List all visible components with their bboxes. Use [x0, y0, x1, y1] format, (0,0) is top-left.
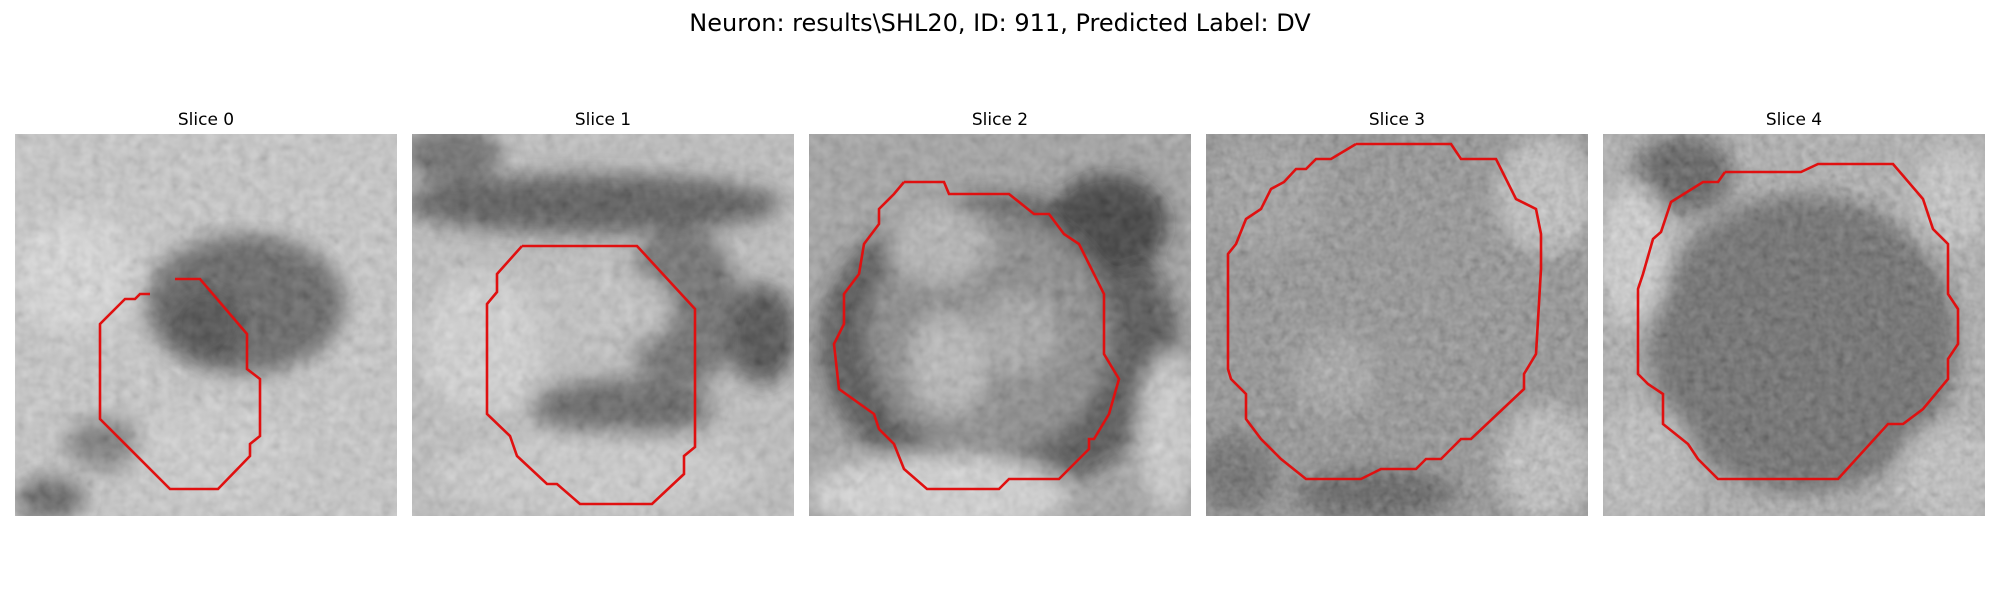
contour-line	[98, 277, 262, 491]
slice-title-2: Slice 2	[971, 110, 1029, 130]
slice-title-1: Slice 1	[574, 110, 632, 130]
slice-image-3	[1206, 134, 1588, 516]
slice-panel-2: Slice 2	[809, 110, 1191, 520]
slice-image-1	[412, 134, 794, 516]
slice-title-4: Slice 4	[1765, 110, 1823, 130]
slice-panel-3: Slice 3	[1206, 110, 1588, 520]
slice-panel-0: Slice 0	[15, 110, 397, 520]
slice-panel-1: Slice 1	[412, 110, 794, 520]
slice-title-0: Slice 0	[177, 110, 235, 130]
slice-title-3: Slice 3	[1368, 110, 1426, 130]
slice-panel-4: Slice 4	[1603, 110, 1985, 520]
contour-line	[1636, 162, 1960, 481]
contour-line	[485, 244, 697, 506]
contour-line	[1226, 142, 1543, 481]
slice-image-2	[809, 134, 1191, 516]
contour-line	[832, 180, 1121, 491]
figure-title: Neuron: results\SHL20, ID: 911, Predicte…	[689, 9, 1311, 37]
slice-image-0	[15, 134, 397, 516]
slice-image-4	[1603, 134, 1985, 516]
